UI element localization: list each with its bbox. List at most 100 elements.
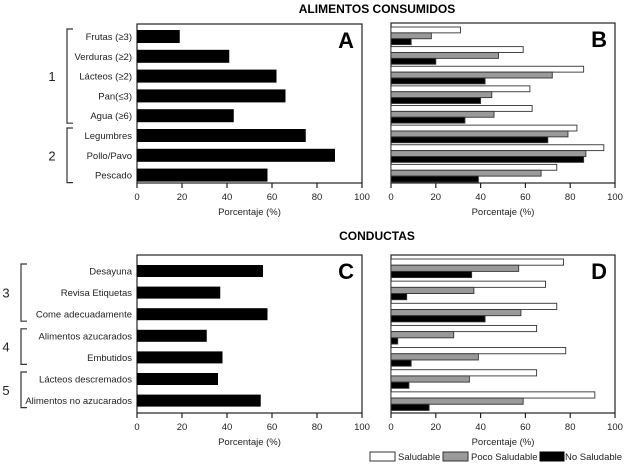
- x-tick-label: 100: [607, 422, 623, 433]
- x-tick-label: 40: [222, 422, 233, 433]
- x-tick-label: 100: [607, 192, 623, 203]
- group-label: 3: [2, 286, 9, 301]
- bar-no-saludable: [390, 315, 486, 323]
- x-axis-title: Porcentaje (%): [218, 437, 281, 448]
- bar-saludable: [390, 347, 567, 355]
- bar-saludable: [390, 105, 533, 112]
- x-axis-title: Porcentaje (%): [472, 207, 535, 218]
- bar-poco-saludable: [390, 169, 542, 177]
- x-tick-label: 20: [177, 422, 188, 433]
- bar-saludable: [390, 65, 585, 73]
- category-label: Verduras (≥2): [75, 52, 133, 63]
- bar-saludable: [390, 280, 547, 288]
- bar-poco-saludable: [390, 110, 495, 118]
- bar: [137, 49, 230, 63]
- legend-label-poco-saludable: Poco Saludable: [471, 452, 538, 463]
- x-tick-label: 0: [134, 192, 139, 203]
- category-label: Legumbres: [84, 131, 132, 142]
- bar-poco-saludable: [390, 309, 522, 317]
- category-label: Revisa Etiquetas: [61, 288, 133, 299]
- bar: [137, 89, 286, 103]
- x-tick-label: 20: [177, 192, 188, 203]
- x-tick-label: 0: [388, 422, 393, 433]
- x-tick-label: 60: [520, 422, 531, 433]
- bar-saludable: [390, 144, 605, 152]
- bar-no-saludable: [390, 38, 412, 46]
- bar: [137, 373, 218, 385]
- panel-d: 0 20 40 60 80 100 Porcentaje (%) D: [388, 254, 623, 448]
- bar-saludable: [390, 163, 558, 171]
- bar: [137, 69, 277, 83]
- bar-poco-saludable: [390, 91, 493, 99]
- panel-label: C: [338, 259, 354, 284]
- x-tick-label: 60: [267, 192, 278, 203]
- bar: [137, 129, 306, 142]
- panel-label: B: [591, 27, 607, 52]
- bar-no-saludable: [390, 403, 430, 411]
- group-label: 2: [48, 148, 55, 163]
- category-label: Agua (≥6): [90, 111, 132, 122]
- section-title-conductas: CONDUCTAS: [339, 229, 415, 243]
- bar-poco-saludable: [390, 264, 520, 272]
- group-bracket: [66, 127, 73, 184]
- category-label: Alimentos azucarados: [39, 331, 133, 342]
- group-bracket: [20, 371, 27, 409]
- bar-no-saludable: [390, 359, 412, 367]
- x-tick-label: 60: [267, 422, 278, 433]
- group-bracket: [66, 28, 73, 124]
- bar: [137, 30, 180, 43]
- x-axis-title: Porcentaje (%): [472, 437, 535, 448]
- bar-poco-saludable: [390, 71, 553, 79]
- bar-saludable: [390, 258, 564, 266]
- bar-no-saludable: [390, 57, 437, 65]
- legend-label-saludable: Saludable: [398, 452, 440, 463]
- bar-saludable: [390, 85, 531, 93]
- panel-label: A: [338, 28, 354, 53]
- legend-swatch-saludable: [369, 451, 396, 462]
- panel-a: 0 20 40 60 80 100 Porcentaje (%) A Frutas (≥3) Ve…: [48, 23, 370, 218]
- category-label: Pollo/Pavo: [87, 151, 132, 162]
- x-tick-label: 40: [222, 192, 233, 203]
- x-tick-label: 40: [475, 192, 486, 203]
- bar: [137, 109, 234, 123]
- panel-b: 0 20 40 60 80 100 Porcentaje (%) B: [388, 22, 623, 218]
- plot-frame: [136, 23, 363, 184]
- bar: [137, 286, 221, 299]
- bar: [137, 265, 263, 277]
- x-tick-label: 80: [312, 192, 323, 203]
- bar: [137, 351, 223, 364]
- legend-label-no-saludable: No Saludable: [565, 452, 622, 463]
- bar-no-saludable: [390, 156, 585, 163]
- bar-no-saludable: [390, 337, 399, 345]
- legend-swatch-poco-saludable: [442, 451, 469, 462]
- category-label: Pan(≤3): [98, 91, 132, 102]
- category-label: Desayuna: [89, 267, 132, 278]
- group-bracket: [20, 263, 27, 322]
- bar-saludable: [390, 302, 558, 310]
- bar: [137, 148, 335, 162]
- bar: [137, 394, 261, 407]
- bar-saludable: [390, 124, 578, 132]
- bar: [137, 308, 268, 321]
- bar-saludable: [390, 391, 596, 399]
- bar-poco-saludable: [390, 397, 524, 405]
- x-tick-label: 60: [520, 192, 531, 203]
- bar: [137, 329, 207, 342]
- x-tick-label: 20: [431, 422, 442, 433]
- bar-poco-saludable: [390, 150, 587, 157]
- bar-no-saludable: [390, 293, 408, 301]
- bar-no-saludable: [390, 77, 486, 85]
- bar-poco-saludable: [390, 52, 499, 59]
- legend: Saludable Poco Saludable No Saludable: [369, 451, 622, 463]
- x-tick-label: 100: [354, 422, 370, 433]
- x-tick-label: 80: [565, 192, 576, 203]
- bar-no-saludable: [390, 270, 473, 279]
- category-label: Lácteos descremados: [39, 375, 132, 386]
- x-tick-label: 0: [388, 192, 393, 203]
- group-label: 4: [2, 340, 9, 355]
- bar-poco-saludable: [390, 130, 569, 138]
- bar-no-saludable: [390, 136, 549, 144]
- bar-saludable: [390, 26, 461, 34]
- panel-c: 0 20 40 60 80 100 Porcentaje (%) C Desayuna Revis…: [2, 254, 370, 448]
